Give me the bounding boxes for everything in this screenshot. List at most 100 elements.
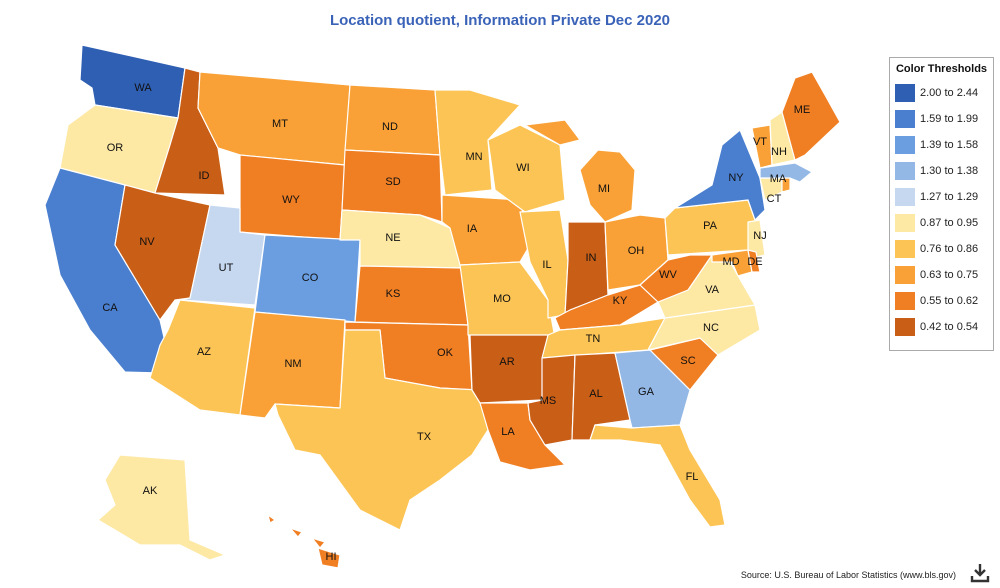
state-TX[interactable] bbox=[274, 329, 489, 531]
label-AK: AK bbox=[143, 485, 158, 497]
legend-row[interactable]: 0.55 to 0.62 bbox=[894, 288, 993, 314]
label-AR: AR bbox=[499, 356, 514, 368]
label-TN: TN bbox=[586, 333, 601, 345]
legend-swatch bbox=[894, 213, 916, 233]
state-FL[interactable] bbox=[589, 424, 726, 528]
state-DE[interactable] bbox=[747, 249, 761, 273]
state-MN[interactable] bbox=[434, 89, 521, 196]
legend-row[interactable]: 2.00 to 2.44 bbox=[894, 80, 993, 106]
label-GA: GA bbox=[638, 386, 655, 398]
state-MI[interactable] bbox=[524, 119, 636, 223]
label-AZ: AZ bbox=[197, 346, 211, 358]
legend-row[interactable]: 0.63 to 0.75 bbox=[894, 262, 993, 288]
legend-swatch bbox=[894, 265, 916, 285]
state-ME[interactable] bbox=[781, 71, 841, 161]
state-WI[interactable] bbox=[487, 124, 566, 213]
legend-swatch bbox=[894, 187, 916, 207]
color-thresholds-legend: Color Thresholds 2.00 to 2.44 1.59 to 1.… bbox=[889, 57, 994, 351]
label-WI: WI bbox=[516, 162, 529, 174]
legend-row[interactable]: 0.76 to 0.86 bbox=[894, 236, 993, 262]
label-WA: WA bbox=[134, 82, 152, 94]
state-MA[interactable] bbox=[759, 162, 813, 183]
label-MN: MN bbox=[465, 151, 482, 163]
label-NC: NC bbox=[703, 322, 719, 334]
label-VT: VT bbox=[753, 136, 767, 148]
label-NM: NM bbox=[284, 358, 301, 370]
legend-row[interactable]: 1.30 to 1.38 bbox=[894, 158, 993, 184]
label-ID: ID bbox=[199, 170, 210, 182]
legend-label: 1.27 to 1.29 bbox=[920, 191, 979, 203]
label-MD: MD bbox=[722, 256, 739, 268]
legend-label: 1.30 to 1.38 bbox=[920, 165, 979, 177]
download-icon[interactable] bbox=[970, 562, 990, 584]
legend-swatch bbox=[894, 109, 916, 129]
label-PA: PA bbox=[703, 220, 718, 232]
label-NV: NV bbox=[139, 236, 155, 248]
label-MS: MS bbox=[540, 395, 557, 407]
label-NE: NE bbox=[385, 232, 400, 244]
legend-swatch bbox=[894, 135, 916, 155]
legend-swatch bbox=[894, 239, 916, 259]
label-KY: KY bbox=[613, 295, 628, 307]
label-AL: AL bbox=[589, 388, 602, 400]
state-AK[interactable] bbox=[97, 454, 226, 561]
state-IL[interactable] bbox=[519, 209, 569, 319]
label-IA: IA bbox=[467, 223, 478, 235]
label-CA: CA bbox=[102, 302, 118, 314]
state-HI[interactable] bbox=[267, 514, 341, 569]
legend-label: 1.59 to 1.99 bbox=[920, 113, 979, 125]
label-OK: OK bbox=[437, 347, 454, 359]
label-WY: WY bbox=[282, 194, 300, 206]
label-MI: MI bbox=[598, 183, 610, 195]
label-DE: DE bbox=[747, 256, 762, 268]
legend-label: 0.55 to 0.62 bbox=[920, 295, 979, 307]
state-KS[interactable] bbox=[354, 265, 469, 326]
source-note: Source: U.S. Bureau of Labor Statistics … bbox=[740, 570, 956, 580]
legend-swatch bbox=[894, 317, 916, 337]
label-UT: UT bbox=[219, 262, 234, 274]
label-MT: MT bbox=[272, 118, 288, 130]
legend-title: Color Thresholds bbox=[895, 63, 988, 75]
label-SD: SD bbox=[385, 176, 400, 188]
legend-label: 0.76 to 0.86 bbox=[920, 243, 979, 255]
state-ND[interactable] bbox=[344, 84, 441, 156]
legend-row[interactable]: 1.39 to 1.58 bbox=[894, 132, 993, 158]
legend-row[interactable]: 1.27 to 1.29 bbox=[894, 184, 993, 210]
state-NJ[interactable] bbox=[747, 219, 766, 259]
label-MA: MA bbox=[770, 173, 787, 185]
legend-swatch bbox=[894, 83, 916, 103]
label-MO: MO bbox=[493, 293, 511, 305]
legend-row[interactable]: 0.87 to 0.95 bbox=[894, 210, 993, 236]
legend-label: 1.39 to 1.58 bbox=[920, 139, 979, 151]
label-NY: NY bbox=[728, 172, 744, 184]
legend-row[interactable]: 1.59 to 1.99 bbox=[894, 106, 993, 132]
label-KS: KS bbox=[386, 288, 401, 300]
label-CO: CO bbox=[302, 272, 319, 284]
label-WV: WV bbox=[659, 269, 677, 281]
legend-swatch bbox=[894, 161, 916, 181]
label-SC: SC bbox=[680, 355, 695, 367]
legend-label: 0.63 to 0.75 bbox=[920, 269, 979, 281]
label-LA: LA bbox=[501, 426, 515, 438]
state-SD[interactable] bbox=[341, 149, 443, 223]
label-ME: ME bbox=[794, 104, 811, 116]
label-NJ: NJ bbox=[753, 230, 766, 242]
label-VA: VA bbox=[705, 284, 720, 296]
legend-row[interactable]: 0.42 to 0.54 bbox=[894, 314, 993, 340]
map-title: Location quotient, Information Private D… bbox=[329, 12, 671, 29]
label-IN: IN bbox=[586, 252, 597, 264]
label-HI: HI bbox=[326, 551, 337, 563]
state-AR[interactable] bbox=[469, 334, 549, 404]
legend-label: 0.42 to 0.54 bbox=[920, 321, 979, 333]
label-OR: OR bbox=[107, 142, 124, 154]
label-ND: ND bbox=[382, 121, 398, 133]
label-NH: NH bbox=[771, 146, 787, 158]
label-CT: CT bbox=[767, 193, 782, 205]
legend-label: 0.87 to 0.95 bbox=[920, 217, 979, 229]
legend-swatch bbox=[894, 291, 916, 311]
label-OH: OH bbox=[628, 245, 645, 257]
label-TX: TX bbox=[417, 431, 432, 443]
label-FL: FL bbox=[686, 471, 699, 483]
label-IL: IL bbox=[542, 259, 551, 271]
